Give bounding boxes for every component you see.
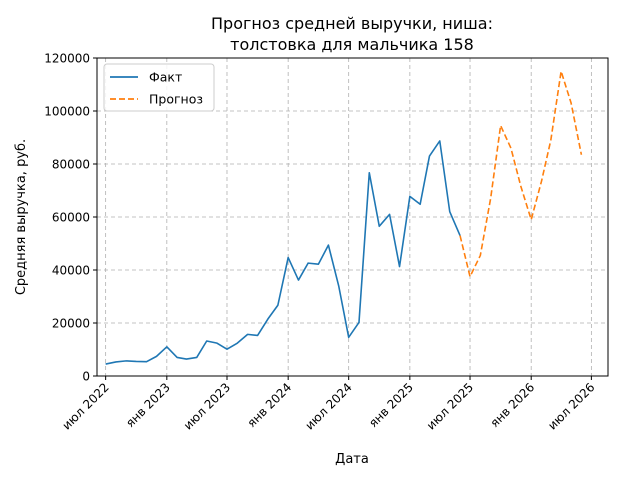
y-axis-label: Средняя выручка, руб. <box>14 139 29 295</box>
y-tick-label-4: 80000 <box>52 157 90 171</box>
y-tick-label-2: 40000 <box>52 263 90 277</box>
y-tick-label-3: 60000 <box>52 210 90 224</box>
legend: Факт Прогноз <box>103 63 215 112</box>
chart-title-line-1: Прогноз средней выручки, ниша: <box>211 14 493 33</box>
legend-label-fact: Факт <box>149 70 182 85</box>
y-tick-label-1: 20000 <box>52 316 90 330</box>
y-tick-label-6: 120000 <box>44 51 90 65</box>
y-tick-label-5: 100000 <box>44 104 90 118</box>
legend-label-forecast: Прогноз <box>149 92 203 107</box>
series-layer <box>105 70 583 365</box>
series-points-fact <box>105 140 461 365</box>
chart-title-line-2: толстовка для мальчика 158 <box>230 35 474 54</box>
series-points-forecast <box>460 71 582 277</box>
series-line-fact <box>105 140 461 365</box>
y-tick-label-0: 0 <box>82 369 90 383</box>
x-axis-label: Дата <box>335 452 369 467</box>
y-axis-ticks: 0 20000 40000 60000 80000 100000 120000 <box>44 51 97 383</box>
